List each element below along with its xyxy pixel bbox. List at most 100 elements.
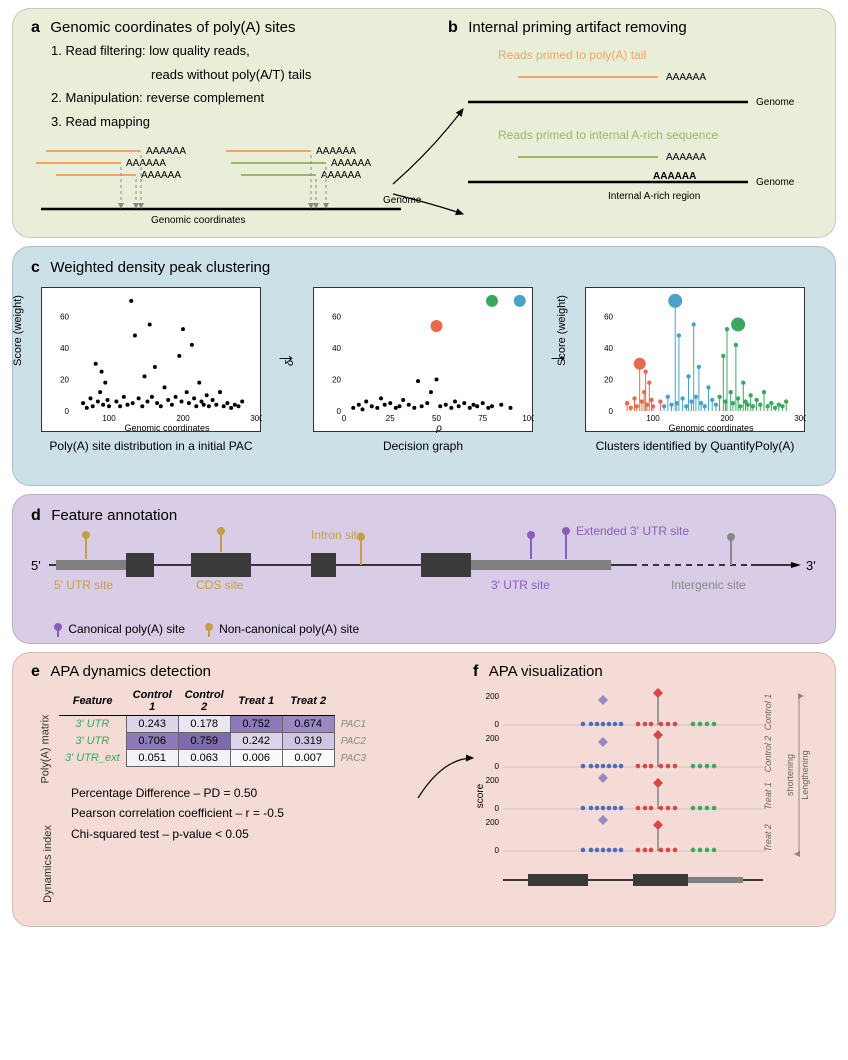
svg-text:shortening: shortening [785, 754, 795, 796]
svg-text:0: 0 [342, 414, 347, 423]
panel-a-title: Genomic coordinates of poly(A) sites [50, 19, 295, 36]
svg-text:300: 300 [794, 414, 806, 423]
svg-text:100: 100 [646, 414, 660, 423]
svg-text:AAAAAA: AAAAAA [653, 171, 696, 182]
svg-text:0: 0 [609, 407, 614, 416]
svg-text:Control 2: Control 2 [763, 736, 773, 773]
panel-a-header: a Genomic coordinates of poly(A) sites [31, 19, 431, 37]
panel-d-legend: Canonical poly(A) site Non-canonical pol… [51, 622, 817, 637]
panel-f-label: f [473, 663, 478, 680]
panel-f: f APA visualization score200020002000200… [473, 663, 833, 916]
panel-a-label: a [31, 19, 40, 36]
connector-arrow-ef-icon [413, 753, 483, 803]
svg-text:40: 40 [604, 344, 613, 353]
panel-ef: e APA dynamics detection Poly(A) matrix … [12, 652, 836, 927]
svg-text:200: 200 [486, 734, 500, 743]
panel-e-header: e APA dynamics detection [31, 663, 431, 681]
panel-b: b Internal priming artifact removing Rea… [448, 19, 818, 232]
svg-text:AAAAAA: AAAAAA [666, 72, 706, 83]
pearson-line: Pearson correlation coefficient – r = -0… [71, 803, 431, 823]
svg-text:Control 1: Control 1 [763, 694, 773, 731]
panel-c-header: c Weighted density peak clustering [31, 259, 817, 277]
polya-matrix-table: FeatureControl 1Control 2Treat 1Treat 2 … [59, 687, 372, 767]
svg-text:40: 40 [332, 344, 341, 353]
svg-text:200: 200 [720, 414, 734, 423]
svg-text:60: 60 [60, 313, 69, 322]
svg-text:0: 0 [495, 720, 500, 729]
svg-text:Genome: Genome [756, 177, 795, 188]
svg-text:300: 300 [250, 414, 262, 423]
chart3-ylabel: Score (weight) [556, 295, 568, 366]
svg-text:Genomic coordinates: Genomic coordinates [151, 215, 246, 226]
svg-text:200: 200 [486, 818, 500, 827]
panel-d: d Feature annotation 5' 3' Intron site E… [12, 494, 836, 644]
svg-text:40: 40 [60, 344, 69, 353]
svg-text:Treat 1: Treat 1 [763, 782, 773, 810]
svg-text:AAAAAA: AAAAAA [126, 158, 166, 169]
svg-text:Reads primed to poly(A) tail: Reads primed to poly(A) tail [498, 48, 646, 62]
svg-text:20: 20 [604, 376, 613, 385]
step-1a: 1. Read filtering: low quality reads, [51, 41, 431, 61]
panel-e-title: APA dynamics detection [50, 663, 211, 680]
svg-text:100: 100 [102, 414, 116, 423]
svg-text:3' UTR site: 3' UTR site [491, 578, 550, 592]
svg-text:Treat 2: Treat 2 [763, 824, 773, 852]
svg-text:Intron site: Intron site [311, 528, 364, 542]
svg-text:AAAAAA: AAAAAA [321, 170, 361, 181]
svg-text:20: 20 [60, 376, 69, 385]
svg-text:Extended 3' UTR site: Extended 3' UTR site [576, 525, 689, 538]
svg-text:60: 60 [604, 313, 613, 322]
panel-b-header: b Internal priming artifact removing [448, 19, 818, 37]
panel-c-title: Weighted density peak clustering [50, 259, 270, 276]
svg-text:Internal A-rich region: Internal A-rich region [608, 191, 700, 202]
panel-f-title: APA visualization [489, 663, 603, 680]
legend-canonical: Canonical poly(A) site [68, 622, 185, 636]
svg-text:AAAAAA: AAAAAA [146, 146, 186, 157]
svg-text:Genomic coordinates: Genomic coordinates [668, 423, 754, 433]
panel-d-label: d [31, 507, 41, 524]
chart1-caption: Poly(A) site distribution in a initial P… [41, 439, 261, 453]
apa-viz-chart: score2000200020002000Control 1Control 2T… [473, 681, 833, 911]
chart3-caption: Clusters identified by QuantifyPoly(A) [585, 439, 805, 453]
panel-e: e APA dynamics detection Poly(A) matrix … [31, 663, 431, 844]
chi-line: Chi-squared test – p-value < 0.05 [71, 824, 431, 844]
panel-c: c Weighted density peak clustering 0 20 40… [12, 246, 836, 486]
chart-clusters: 0204060100200300Genomic coordinates Scor… [585, 287, 805, 432]
svg-text:5': 5' [31, 558, 41, 573]
pd-line: Percentage Difference – PD = 0.50 [71, 783, 431, 803]
panel-c-label: c [31, 259, 40, 276]
svg-text:Intergenic site: Intergenic site [671, 578, 746, 592]
svg-text:60: 60 [332, 313, 341, 322]
svg-text:0: 0 [495, 804, 500, 813]
svg-text:AAAAAA: AAAAAA [666, 152, 706, 163]
svg-text:Genomic coordinates: Genomic coordinates [124, 423, 210, 433]
svg-text:AAAAAA: AAAAAA [316, 146, 356, 157]
svg-text:100: 100 [522, 414, 534, 423]
panel-ab: a Genomic coordinates of poly(A) sites 1… [12, 8, 836, 238]
panel-b-label: b [448, 19, 458, 36]
svg-text:ρ: ρ [435, 423, 442, 433]
svg-text:5' UTR site: 5' UTR site [54, 578, 113, 592]
panel-b-title: Internal priming artifact removing [468, 19, 686, 36]
svg-text:Genome: Genome [756, 97, 795, 108]
chart-distribution: 0204060100200300Genomic coordinates Scor… [41, 287, 261, 432]
svg-text:25: 25 [386, 414, 395, 423]
svg-text:0: 0 [495, 762, 500, 771]
dynamics-block: Percentage Difference – PD = 0.50 Pearso… [71, 783, 431, 844]
svg-text:0: 0 [65, 407, 70, 416]
panel-e-label: e [31, 663, 40, 680]
svg-text:75: 75 [478, 414, 487, 423]
gene-model: 5' 3' Intron site Extended 3' UTR site 5… [31, 525, 817, 615]
chart1-ylabel: Score (weight) [12, 295, 24, 366]
matrix-section-label: Poly(A) matrix [40, 714, 52, 783]
svg-text:200: 200 [486, 692, 500, 701]
svg-text:50: 50 [432, 414, 441, 423]
legend-noncanonical: Non-canonical poly(A) site [219, 622, 359, 636]
svg-text:Lengthening: Lengthening [800, 750, 810, 800]
dynamics-section-label: Dynamics index [42, 825, 54, 903]
panel-d-title: Feature annotation [51, 507, 177, 524]
reads-diagram-b: Reads primed to poly(A) tail AAAAAA Geno… [448, 37, 818, 227]
connector-arrows-icon [363, 69, 483, 229]
svg-text:200: 200 [176, 414, 190, 423]
svg-text:20: 20 [332, 376, 341, 385]
